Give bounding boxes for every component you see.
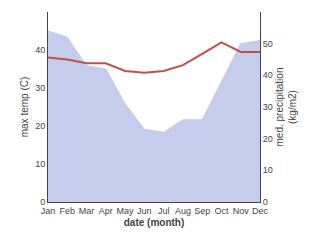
svg-text:40: 40 [35,45,45,55]
svg-text:Jan: Jan [41,206,56,216]
svg-text:0: 0 [40,197,45,207]
svg-text:Feb: Feb [60,206,76,216]
svg-text:Nov: Nov [233,206,250,216]
svg-text:Sep: Sep [194,206,210,216]
svg-text:Mar: Mar [79,206,95,216]
svg-text:date (month): date (month) [124,217,185,228]
svg-text:10: 10 [35,159,45,169]
svg-text:0: 0 [263,197,268,207]
svg-text:max temp (C): max temp (C) [19,77,30,138]
svg-text:40: 40 [263,70,273,80]
svg-text:Jun: Jun [137,206,152,216]
svg-text:Oct: Oct [214,206,229,216]
svg-text:Jul: Jul [158,206,170,216]
svg-text:30: 30 [263,102,273,112]
svg-text:20: 20 [263,134,273,144]
svg-text:10: 10 [263,165,273,175]
svg-text:20: 20 [35,121,45,131]
svg-text:50: 50 [263,39,273,49]
svg-text:Apr: Apr [99,206,113,216]
svg-text:30: 30 [35,83,45,93]
svg-text:Aug: Aug [175,206,191,216]
svg-text:May: May [117,206,135,216]
svg-text:Dec: Dec [252,206,269,216]
svg-text:med. precipitation(kg/m2): med. precipitation(kg/m2) [274,68,298,147]
